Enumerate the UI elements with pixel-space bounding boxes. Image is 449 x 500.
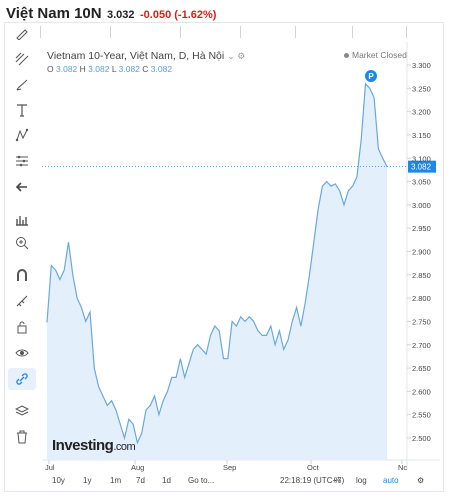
text-icon[interactable] bbox=[8, 99, 36, 121]
clock-readout: 22:18:19 (UTC+7) bbox=[280, 476, 345, 485]
bottom-bar: 10y 1y 1m 7d 1d Go to... 22:18:19 (UTC+7… bbox=[40, 474, 444, 488]
y-tick-label: 2.850 bbox=[412, 271, 431, 280]
ohlc-h-value: 3.082 bbox=[88, 64, 110, 74]
back-arrow-icon[interactable] bbox=[8, 176, 36, 198]
y-tick-label: 2.650 bbox=[412, 364, 431, 373]
pencil-icon[interactable] bbox=[8, 22, 36, 44]
log-toggle[interactable]: log bbox=[356, 476, 367, 485]
chart-settings-icon[interactable] bbox=[8, 208, 36, 230]
trash-icon[interactable] bbox=[8, 426, 36, 448]
x-tick-label: Jul bbox=[45, 463, 55, 472]
last-price: 3.032 bbox=[107, 9, 135, 21]
ohlc-l-label: L bbox=[111, 64, 117, 74]
event-badge[interactable]: P bbox=[365, 70, 377, 82]
period-1y[interactable]: 1y bbox=[83, 476, 92, 485]
y-tick-label: 2.900 bbox=[412, 248, 431, 257]
price-change: -0.050 (-1.62%) bbox=[140, 9, 217, 21]
y-tick-label: 3.100 bbox=[412, 154, 431, 163]
instrument-title: Việt Nam 10N bbox=[6, 5, 102, 22]
series-line bbox=[46, 82, 388, 445]
goto-button[interactable]: Go to... bbox=[188, 476, 215, 485]
period-1m[interactable]: 1m bbox=[110, 476, 122, 485]
current-price-label: 3.082 bbox=[411, 163, 432, 172]
quote-header: Việt Nam 10N 3.032 -0.050 (-1.62%) bbox=[0, 0, 449, 26]
ruler-icon[interactable] bbox=[8, 290, 36, 312]
ohlc-h-label: H bbox=[79, 64, 86, 74]
multi-line-icon[interactable] bbox=[8, 48, 36, 70]
investing-logo: Investing.com bbox=[52, 437, 136, 454]
y-tick-label: 3.000 bbox=[412, 201, 431, 210]
y-tick-label: 3.200 bbox=[412, 108, 431, 117]
link-icon[interactable] bbox=[8, 368, 36, 390]
x-tick-label: Nc bbox=[398, 463, 407, 472]
y-tick-label: 2.500 bbox=[412, 434, 431, 443]
lock-icon[interactable] bbox=[8, 316, 36, 338]
chart-legend-title: Vietnam 10-Year, Việt Nam, D, Hà Nội ⌄ ⚙ bbox=[47, 50, 245, 62]
settings-gear-icon[interactable]: ⚙ bbox=[417, 476, 425, 485]
y-tick-label: 3.050 bbox=[412, 178, 431, 187]
period-1d[interactable]: 1d bbox=[162, 476, 171, 485]
x-tick-label: Aug bbox=[131, 463, 144, 472]
y-tick-label: 2.750 bbox=[412, 317, 431, 326]
layers-icon[interactable] bbox=[8, 400, 36, 422]
market-status: Market Closed bbox=[344, 50, 407, 60]
ohlc-legend: O 3.082 H 3.082 L 3.082 C 3.082 bbox=[47, 64, 172, 74]
ohlc-l-value: 3.082 bbox=[118, 64, 140, 74]
logo-text: Investing bbox=[52, 437, 114, 454]
current-price-tag bbox=[408, 160, 436, 173]
y-tick-label: 2.700 bbox=[412, 341, 431, 350]
chart-top-toolbar bbox=[40, 26, 440, 40]
x-tick-label: Sep bbox=[223, 463, 236, 472]
ohlc-c-label: C bbox=[142, 64, 149, 74]
eye-icon[interactable] bbox=[8, 342, 36, 364]
brush-icon[interactable] bbox=[8, 74, 36, 96]
measure-icon[interactable] bbox=[8, 150, 36, 172]
market-status-dot bbox=[344, 53, 349, 59]
percent-toggle[interactable]: % bbox=[334, 476, 342, 485]
period-7d[interactable]: 7d bbox=[136, 476, 145, 485]
auto-toggle[interactable]: auto bbox=[383, 476, 399, 485]
logo-suffix: .com bbox=[113, 441, 136, 453]
x-tick-label: Oct bbox=[307, 463, 320, 472]
drawing-toolbar bbox=[8, 22, 36, 462]
y-tick-label: 3.250 bbox=[412, 84, 431, 93]
y-tick-label: 2.950 bbox=[412, 224, 431, 233]
pattern-icon[interactable] bbox=[8, 124, 36, 146]
legend-title-text: Vietnam 10-Year, Việt Nam, D, Hà Nội bbox=[47, 50, 225, 62]
zoom-icon[interactable] bbox=[8, 232, 36, 254]
y-tick-label: 2.550 bbox=[412, 411, 431, 420]
period-10y[interactable]: 10y bbox=[52, 476, 65, 485]
ohlc-o-value: 3.082 bbox=[56, 64, 78, 74]
y-tick-label: 2.600 bbox=[412, 387, 431, 396]
market-status-text: Market Closed bbox=[352, 50, 407, 60]
y-tick-label: 2.800 bbox=[412, 294, 431, 303]
chart-frame bbox=[4, 22, 444, 492]
legend-settings-icon[interactable]: ⌄ ⚙ bbox=[227, 51, 246, 61]
series-area bbox=[47, 83, 387, 460]
ohlc-c-value: 3.082 bbox=[150, 64, 173, 74]
magnet-icon[interactable] bbox=[8, 264, 36, 286]
y-tick-label: 3.150 bbox=[412, 131, 431, 140]
y-tick-label: 3.300 bbox=[412, 61, 431, 70]
ohlc-o-label: O bbox=[47, 64, 54, 74]
